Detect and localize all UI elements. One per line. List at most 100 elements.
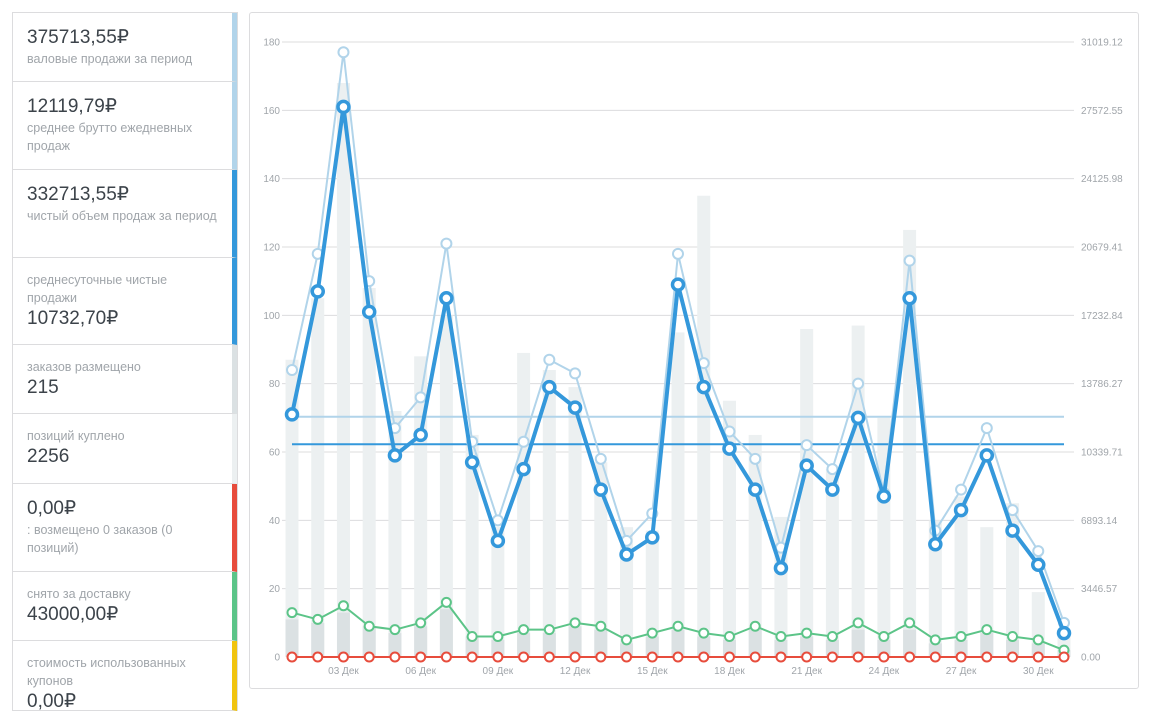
data-point [569,617,581,629]
legend-item[interactable]: позиций куплено 2256 [13,414,237,484]
data-point [387,448,403,463]
bar-orders [439,609,453,657]
data-point [517,435,530,448]
bar-orders [568,626,582,657]
legend-label: стоимость использованных купонов [27,656,186,688]
data-point [1032,634,1044,646]
bar-items [439,315,453,657]
bar-orders [851,629,865,657]
legend-label: : возмещено 0 заказов (0 позиций) [27,523,173,555]
data-point [439,290,454,306]
data-point [466,630,478,642]
legend-item[interactable]: среднесуточные чистые продажи 10732,70₽ [13,258,237,345]
legend-item[interactable]: 0,00₽: возмещено 0 заказов (0 позиций) [13,484,237,572]
y-tick-label-right: 10339.71 [1081,448,1123,459]
data-point [903,254,916,267]
bar-items [465,434,479,657]
y-tick-label-left: 100 [263,311,280,322]
bar-items [311,298,325,657]
legend-value: 12119,79₽ [27,96,117,117]
data-point [670,277,686,292]
data-point [312,613,324,625]
data-point [904,651,916,663]
x-tick-label: 09 Дек [483,666,514,677]
bar-orders [748,629,762,657]
data-point [490,533,506,549]
legend-value: 0,00₽ [27,691,77,712]
data-point [337,651,349,663]
x-tick-label: 21 Дек [791,666,822,677]
data-point [518,624,530,636]
data-point [543,353,556,366]
y-tick-label-left: 0 [274,653,280,664]
x-tick-label: 03 Дек [328,666,359,677]
data-point [284,407,300,422]
legend-item[interactable]: снято за доставку 43000,00₽ [13,572,237,641]
data-point [286,651,298,663]
legend-item[interactable]: заказов размещено 215 [13,345,237,414]
data-point [1006,504,1019,517]
data-point [440,596,452,608]
x-tick-label: 24 Дек [869,666,900,677]
data-point [363,620,375,632]
data-point [414,391,427,404]
bar-items [594,462,608,657]
data-point [413,427,428,443]
data-point [363,651,375,663]
bar-items [517,352,531,657]
data-point [672,247,684,260]
data-point [749,651,761,663]
sales-chart: 0 20 40 60 80 100 120 140 160 180 0.00 3446.57 6893.… [263,38,1123,678]
data-point [569,651,581,663]
data-point [337,600,349,612]
bar-items [697,195,711,657]
legend-item[interactable]: 332713,55₽ чистый объем продаж за период [13,170,237,258]
data-point [878,630,890,642]
y-tick-label-left: 180 [263,38,280,49]
data-point [723,630,735,642]
data-point [464,454,480,470]
data-point [747,482,763,497]
data-point [775,630,787,642]
bar-items [1006,503,1020,657]
legend-item[interactable]: стоимость использованных купонов 0,00₽ [13,641,237,712]
data-point [902,290,917,306]
data-point [981,651,993,663]
data-point [567,400,583,415]
legend-value: 10732,70₽ [27,308,119,329]
data-point [955,483,968,496]
legend-value: 215 [27,377,59,398]
data-point [749,620,761,632]
legend-item[interactable]: 12119,79₽ среднее брутто ежедневных прода… [13,82,237,170]
data-point [389,651,401,663]
legend-item[interactable]: 375713,55₽ валовые продажи за период [13,13,237,82]
data-point [310,284,325,299]
data-point [980,422,993,435]
bar-orders [542,633,556,657]
data-point [696,379,711,395]
data-point [542,379,557,395]
data-point [826,651,838,663]
bar-items [491,527,505,657]
y-tick-label-right: 24125.98 [1081,174,1123,185]
bar-orders [362,626,376,657]
x-tick-label: 12 Дек [560,666,591,677]
data-point [361,304,377,320]
data-point [955,630,967,642]
data-point [672,620,684,632]
bar-items [671,332,685,657]
data-point [621,651,633,663]
data-point [1031,557,1046,572]
data-point [749,452,762,465]
bar-orders [414,626,428,657]
legend-label: заказов размещено [27,360,141,374]
bar-items [388,411,402,657]
data-point [981,624,993,636]
y-tick-label-left: 40 [269,516,281,527]
x-tick-label: 27 Дек [946,666,977,677]
legend-value: 332713,55₽ [27,184,129,205]
data-point [518,651,530,663]
data-point [415,651,427,663]
data-point [723,425,736,438]
y-tick-label-right: 27572.55 [1081,106,1123,117]
